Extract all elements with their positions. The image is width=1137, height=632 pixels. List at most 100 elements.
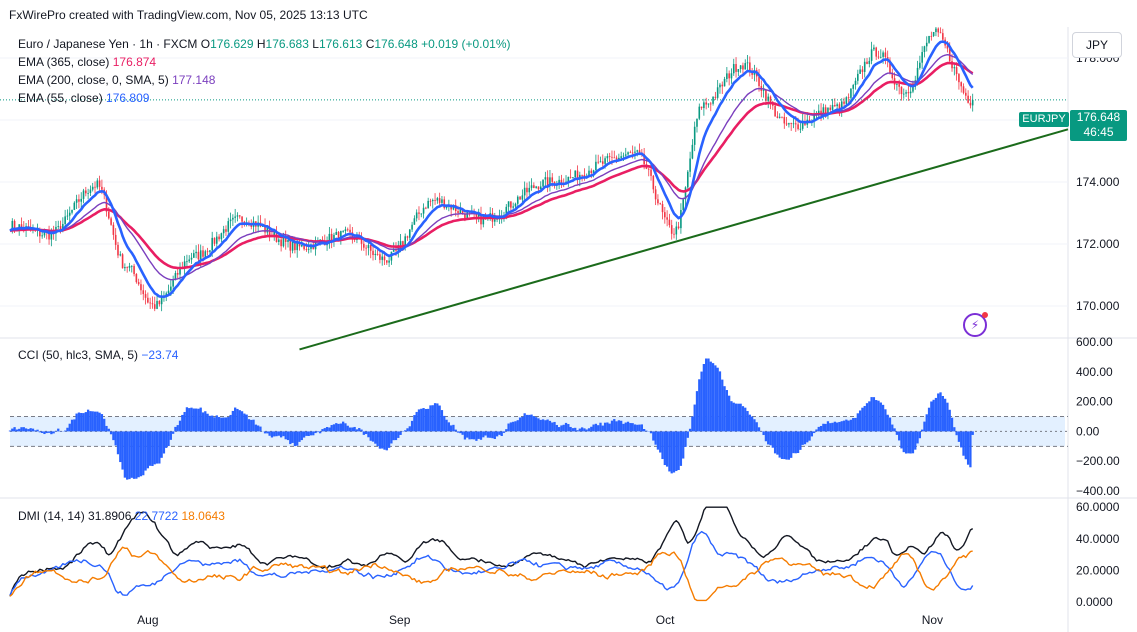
cci-tick-label: 600.00 bbox=[1076, 335, 1113, 349]
candle-body bbox=[698, 106, 701, 119]
candle-body bbox=[799, 128, 802, 130]
candle-body bbox=[158, 300, 161, 305]
candle-body bbox=[519, 196, 521, 200]
candle-body bbox=[328, 233, 331, 244]
candle-body bbox=[280, 239, 282, 247]
ema365-label: EMA (365, close) bbox=[18, 55, 110, 69]
candle-body bbox=[847, 97, 850, 99]
candle-body bbox=[160, 297, 163, 305]
candle-body bbox=[117, 244, 119, 256]
candle-body bbox=[737, 69, 740, 72]
candle-body bbox=[438, 198, 441, 203]
candle-body bbox=[636, 150, 639, 152]
candle-body bbox=[767, 96, 770, 101]
candle-body bbox=[114, 234, 117, 245]
candle-body bbox=[850, 88, 852, 98]
chart-header: FxWirePro created with TradingView.com, … bbox=[9, 8, 368, 22]
candle-body bbox=[333, 234, 335, 242]
candle-body bbox=[744, 63, 747, 70]
cci-tick-label: −400.00 bbox=[1076, 484, 1120, 498]
candle-body bbox=[923, 46, 926, 53]
ema200-legend[interactable]: EMA (200, close, 0, SMA, 5) 177.148 bbox=[18, 71, 215, 89]
candle-body bbox=[434, 199, 436, 201]
candle-body bbox=[709, 103, 712, 105]
dmi-legend[interactable]: DMI (14, 14) 31.8906 22.7722 18.0643 bbox=[18, 507, 225, 525]
candle-body bbox=[429, 200, 432, 202]
candle-body bbox=[294, 241, 296, 251]
candle-body bbox=[512, 206, 514, 208]
candle-body bbox=[680, 210, 682, 229]
candle-body bbox=[167, 290, 170, 294]
chart-area[interactable]: 178.000176.000174.000172.000170.000AugSe… bbox=[0, 27, 1137, 632]
candle-body bbox=[20, 224, 23, 228]
dmi-tick-label: 0.0000 bbox=[1076, 595, 1113, 609]
lightning-icon[interactable]: ⚡ bbox=[963, 312, 988, 337]
candle-body bbox=[535, 186, 537, 188]
candle-body bbox=[889, 60, 891, 73]
candle-body bbox=[801, 121, 804, 129]
candle-body bbox=[464, 213, 466, 219]
candle-body bbox=[843, 101, 845, 104]
cci-label: CCI (50, hlc3, SMA, 5) bbox=[18, 348, 139, 362]
candle-body bbox=[857, 73, 859, 81]
candle-body bbox=[611, 156, 613, 158]
price-tick-label: 174.000 bbox=[1076, 175, 1120, 189]
candle-body bbox=[41, 235, 43, 237]
candle-body bbox=[188, 259, 191, 262]
candle-body bbox=[634, 151, 636, 153]
candle-body bbox=[558, 179, 560, 185]
candle-body bbox=[75, 199, 78, 203]
ema365-legend[interactable]: EMA (365, close) 176.874 bbox=[18, 53, 156, 71]
candle-body bbox=[330, 233, 333, 242]
candle-body bbox=[932, 32, 935, 37]
candle-body bbox=[66, 215, 69, 217]
currency-button[interactable]: JPY bbox=[1072, 32, 1122, 58]
cci-tick-label: −200.00 bbox=[1076, 454, 1120, 468]
candle-body bbox=[769, 96, 772, 104]
candle-body bbox=[197, 251, 200, 260]
candle-body bbox=[296, 241, 299, 251]
candle-body bbox=[135, 274, 138, 283]
candle-body bbox=[875, 47, 878, 57]
cci-tick-label: 0.00 bbox=[1076, 424, 1100, 438]
candle-body bbox=[863, 61, 866, 72]
candle-body bbox=[650, 169, 652, 176]
candle-body bbox=[840, 101, 843, 112]
candle-body bbox=[831, 105, 834, 110]
ema55-legend[interactable]: EMA (55, close) 176.809 bbox=[18, 89, 149, 107]
dmi-tick-label: 20.0000 bbox=[1076, 563, 1120, 577]
candle-body bbox=[87, 192, 89, 194]
candle-body bbox=[291, 241, 294, 251]
cci-legend[interactable]: CCI (50, hlc3, SMA, 5) −23.74 bbox=[18, 346, 178, 364]
candle-body bbox=[546, 177, 549, 186]
candle-body bbox=[576, 170, 579, 180]
candle-body bbox=[925, 42, 928, 47]
candle-body bbox=[287, 239, 289, 242]
candle-body bbox=[388, 260, 390, 263]
candle-body bbox=[946, 45, 949, 49]
main-legend-line[interactable]: Euro / Japanese Yen · 1h · FXCM O176.629… bbox=[18, 35, 511, 53]
ema55-label: EMA (55, close) bbox=[18, 91, 103, 105]
candle-body bbox=[684, 187, 687, 200]
candle-body bbox=[431, 199, 434, 202]
candle-body bbox=[574, 170, 577, 178]
candle-body bbox=[236, 215, 239, 217]
candle-body bbox=[457, 211, 459, 213]
candle-body bbox=[788, 123, 790, 125]
candle-body bbox=[406, 236, 409, 238]
candle-body bbox=[521, 195, 524, 200]
candle-body bbox=[654, 189, 657, 200]
candle-body bbox=[597, 161, 599, 163]
header-title: FxWirePro created with TradingView.com, … bbox=[9, 8, 368, 22]
candle-body bbox=[374, 253, 377, 256]
candle-body bbox=[43, 232, 46, 236]
adx-line bbox=[9, 506, 974, 597]
candle-body bbox=[399, 241, 402, 246]
cci-value: −23.74 bbox=[141, 348, 179, 362]
candle-body bbox=[836, 104, 838, 107]
candle-body bbox=[172, 280, 174, 287]
candle-body bbox=[882, 52, 884, 57]
candle-body bbox=[266, 227, 269, 233]
candle-body bbox=[606, 156, 609, 159]
candle-body bbox=[962, 86, 965, 93]
